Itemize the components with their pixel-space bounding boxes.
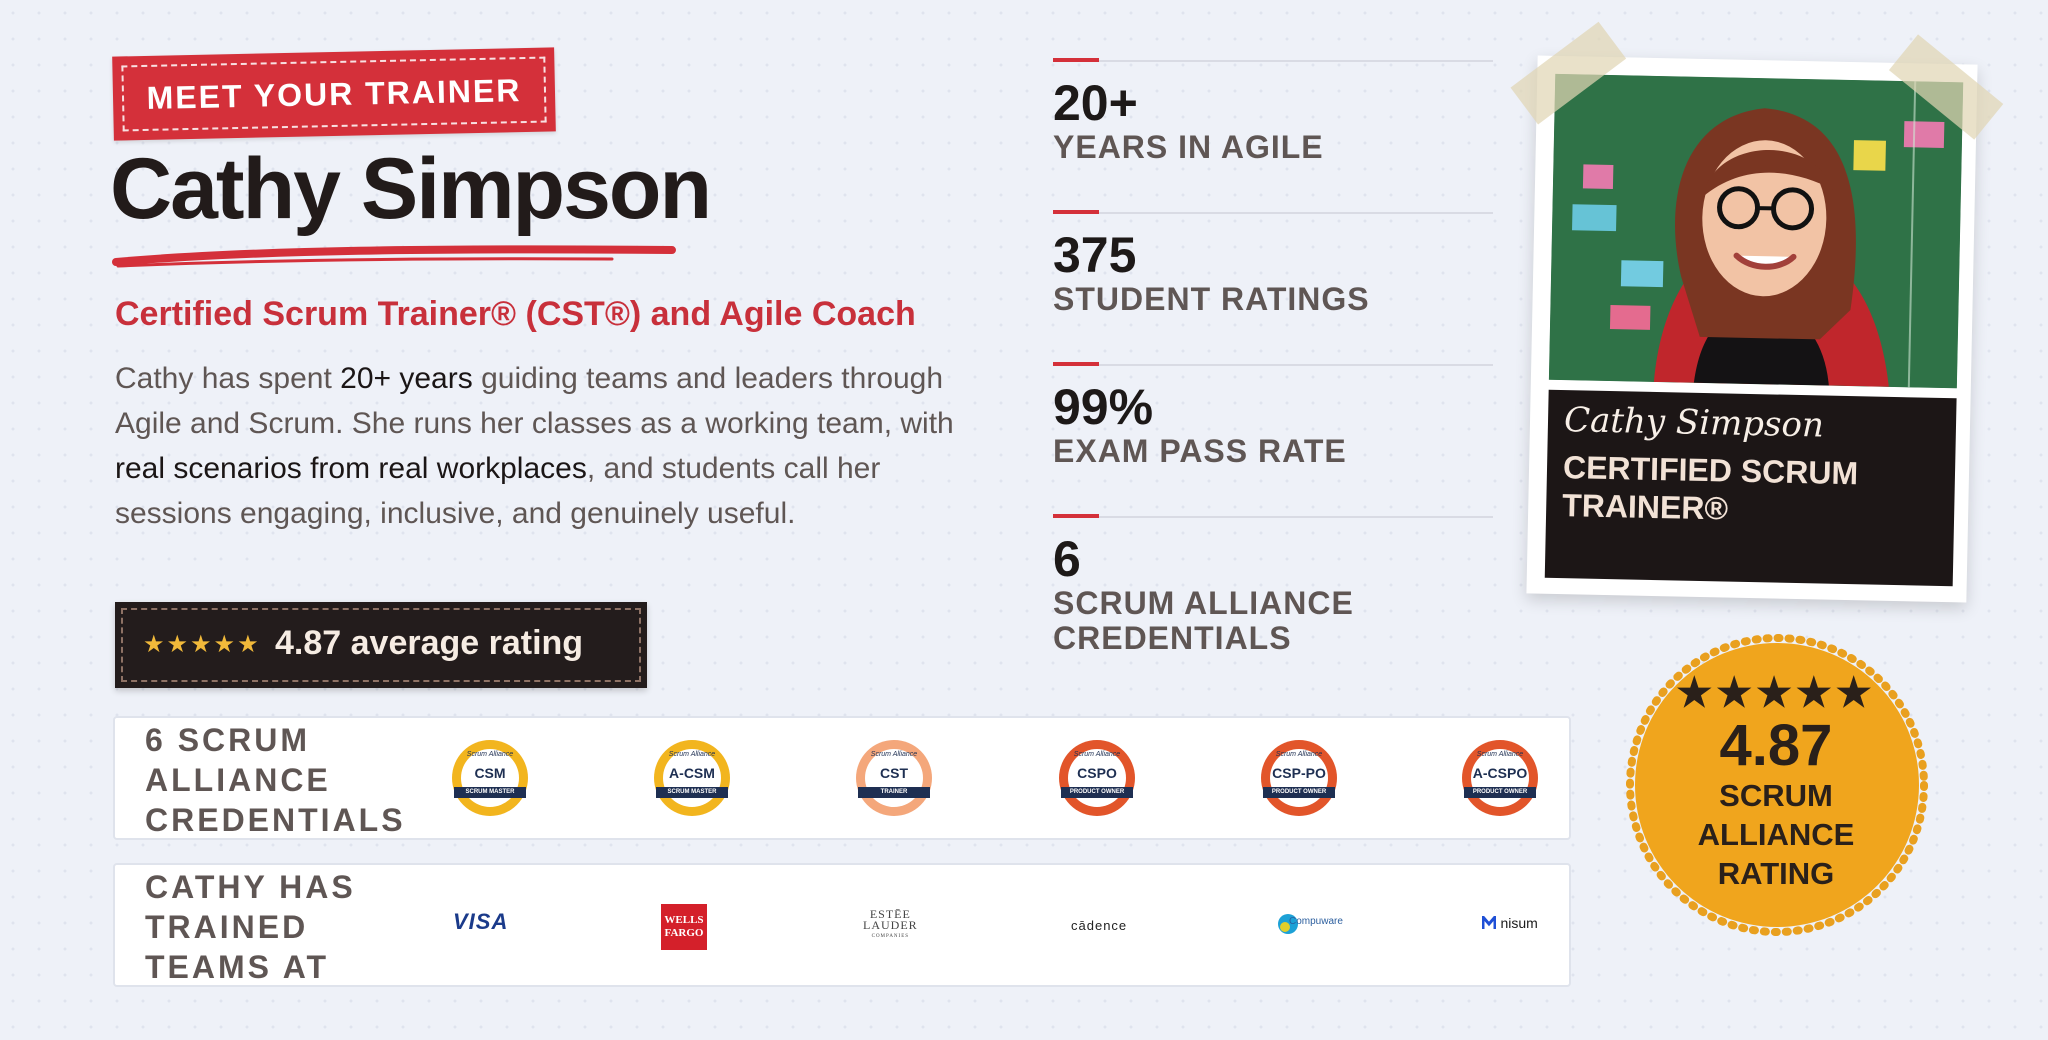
rating-seal — [1626, 634, 1928, 936]
cst-badge-icon: Scrum Alliance CST TRAINER — [854, 738, 934, 818]
nisum-mark-icon — [1481, 912, 1497, 929]
seal-line: ALLIANCE — [1697, 817, 1855, 852]
logo-text: LAUDER — [863, 918, 918, 932]
stat-ratings: 375 STUDENT RATINGS — [1053, 210, 1493, 332]
trainer-name: Cathy Simpson — [110, 141, 712, 237]
csm-badge-icon: Scrum Alliance CSM SCRUM MASTER — [450, 738, 530, 818]
logo-text: ESTĒE — [869, 907, 911, 921]
clients-label-line: CATHY HAS — [145, 869, 356, 905]
estee-lauder-logo: ESTĒE LAUDER COMPANIES — [863, 907, 918, 942]
a-csm-badge-icon: Scrum Alliance A-CSM SCRUM MASTER — [652, 738, 732, 818]
stat-value: 6 — [1053, 531, 1081, 587]
trainer-bio: Cathy has spent 20+ years guiding teams … — [115, 356, 975, 536]
badge-brand: Scrum Alliance — [1073, 751, 1121, 758]
badge-ribbon: TRAINER — [858, 787, 930, 798]
stat-label: EXAM PASS RATE — [1053, 433, 1347, 469]
compuware-mark-icon — [1278, 914, 1298, 934]
stat-label: STUDENT RATINGS — [1053, 281, 1370, 317]
average-rating-text: 4.87 average rating — [275, 624, 584, 662]
badge-code: A-CSPO — [1472, 765, 1528, 781]
logo-text: WELLS — [664, 914, 704, 926]
seal-value: 4.87 — [1719, 713, 1833, 778]
badge-code: A-CSM — [669, 765, 715, 781]
credentials-label-line: ALLIANCE — [145, 762, 331, 798]
clients-label: CATHY HAS TRAINED TEAMS AT — [145, 867, 356, 987]
caption-name: Cathy Simpson — [1563, 400, 1825, 446]
clients-label-line: TEAMS AT — [145, 949, 329, 985]
badge-code: CSP-PO — [1272, 765, 1326, 781]
stat-divider — [1053, 364, 1493, 366]
trainer-photo — [1548, 73, 1964, 389]
logo-text: FARGO — [664, 927, 704, 939]
stat-credentials: 6 SCRUM ALLIANCE CREDENTIALS — [1053, 514, 1493, 666]
cspo-badge-icon: Scrum Alliance CSPO PRODUCT OWNER — [1057, 738, 1137, 818]
bio-highlight-years: 20+ years — [340, 362, 473, 395]
badge-ribbon: SCRUM MASTER — [454, 787, 526, 798]
stat-divider — [1053, 516, 1493, 518]
badge-code: CST — [880, 765, 908, 781]
logo-text: nisum — [1500, 915, 1538, 931]
badge-ribbon: PRODUCT OWNER — [1464, 787, 1536, 798]
credentials-label: 6 SCRUM ALLIANCE CREDENTIALS — [145, 720, 406, 840]
badge-ribbon: PRODUCT OWNER — [1061, 787, 1133, 798]
stat-value: 375 — [1053, 227, 1137, 283]
badge-ribbon: PRODUCT OWNER — [1263, 787, 1335, 798]
clients-strip: CATHY HAS TRAINED TEAMS AT VISA WELLS FA… — [113, 863, 1571, 987]
caption-title: CERTIFIED SCRUM TRAINER® — [1561, 449, 1859, 527]
bio-text: , and students call her sessions engagin… — [115, 452, 881, 530]
badge-brand: Scrum Alliance — [466, 751, 514, 758]
seal-line: SCRUM — [1719, 778, 1833, 813]
meet-your-trainer-tag: MEET YOUR TRAINER — [112, 47, 556, 141]
compuware-logo: Compuware — [1277, 911, 1343, 939]
credentials-label-line: CREDENTIALS — [145, 802, 406, 838]
visa-logo: VISA — [453, 909, 509, 934]
rating-stars-icon: ★★★★★ — [143, 631, 261, 658]
badge-ribbon: SCRUM MASTER — [656, 787, 728, 798]
stat-accent — [1053, 362, 1099, 366]
badge-code: CSM — [474, 765, 506, 781]
logo-text: COMPANIES — [871, 934, 910, 939]
bio-text: Cathy has spent — [115, 362, 341, 395]
cadence-logo: cādence — [1071, 918, 1128, 933]
nisum-logo: nisum — [1481, 912, 1538, 933]
clients-label-line: TRAINED — [145, 909, 309, 945]
seal-stars-icon: ★★★★★ — [1676, 671, 1876, 715]
trainer-subtitle: Certified Scrum Trainer® (CST®) and Agil… — [115, 295, 916, 333]
badge-brand: Scrum Alliance — [1476, 751, 1524, 758]
a-cspo-badge-icon: Scrum Alliance A-CSPO PRODUCT OWNER — [1460, 738, 1540, 818]
credentials-strip: 6 SCRUM ALLIANCE CREDENTIALS Scrum Allia… — [113, 716, 1571, 840]
photo-caption: Cathy Simpson CERTIFIED SCRUM TRAINER® — [1544, 389, 1957, 587]
stat-years: 20+ YEARS IN AGILE — [1053, 58, 1493, 180]
stat-divider — [1053, 212, 1493, 214]
trainer-photo-card: Cathy Simpson CERTIFIED SCRUM TRAINER® — [1510, 21, 2004, 603]
wells-fargo-logo: WELLS FARGO — [661, 904, 707, 950]
seal-line: RATING — [1717, 856, 1835, 891]
bio-text: guiding teams and leaders through Agile … — [115, 362, 954, 440]
stat-value: 99% — [1053, 379, 1154, 435]
bio-highlight-scenarios: real scenarios from real workplaces — [115, 452, 587, 485]
stat-accent — [1053, 210, 1099, 214]
badge-brand: Scrum Alliance — [870, 751, 918, 758]
badge-brand: Scrum Alliance — [668, 751, 716, 758]
stat-label: SCRUM ALLIANCE CREDENTIALS — [1053, 585, 1354, 656]
stat-accent — [1053, 58, 1099, 62]
stat-pass-rate: 99% EXAM PASS RATE — [1053, 362, 1493, 484]
tag-label: MEET YOUR TRAINER — [146, 71, 522, 116]
badge-brand: Scrum Alliance — [1275, 751, 1323, 758]
stat-divider — [1053, 60, 1493, 62]
stat-value: 20+ — [1053, 75, 1138, 131]
name-underline-decoration — [112, 245, 676, 268]
csp-po-badge-icon: Scrum Alliance CSP-PO PRODUCT OWNER — [1259, 738, 1339, 818]
badge-code: CSPO — [1077, 765, 1117, 781]
average-rating-box: ★★★★★ 4.87 average rating — [115, 602, 647, 688]
stat-accent — [1053, 514, 1099, 518]
stat-label: YEARS IN AGILE — [1053, 129, 1324, 165]
logo-text: Compuware — [1289, 916, 1343, 927]
credentials-label-line: 6 SCRUM — [145, 722, 311, 758]
